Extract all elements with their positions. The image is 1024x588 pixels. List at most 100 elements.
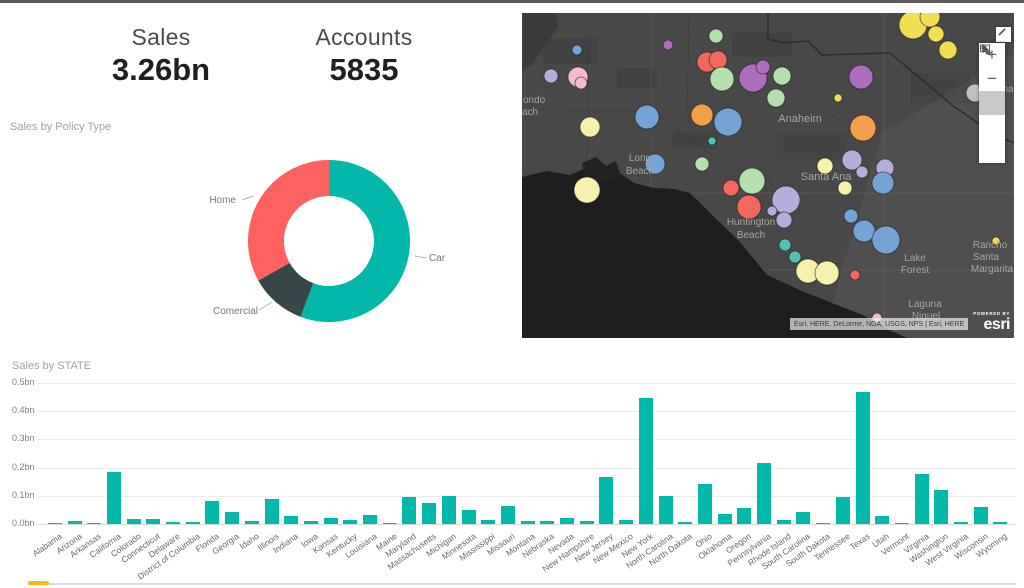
map-edit-button[interactable] bbox=[996, 27, 1011, 42]
map-bubble[interactable] bbox=[722, 179, 740, 197]
map-bubble[interactable] bbox=[927, 25, 945, 43]
bar[interactable] bbox=[264, 498, 279, 524]
bar[interactable] bbox=[796, 512, 811, 524]
map-bubble[interactable] bbox=[919, 13, 941, 28]
bar[interactable] bbox=[47, 522, 62, 524]
donut-slice-home[interactable] bbox=[248, 160, 329, 281]
bar[interactable] bbox=[776, 519, 791, 524]
map-bubble[interactable] bbox=[543, 68, 559, 84]
map-bubble[interactable] bbox=[843, 208, 859, 224]
bar[interactable] bbox=[914, 473, 929, 524]
map-bubble[interactable] bbox=[571, 44, 583, 56]
bar[interactable] bbox=[520, 521, 535, 524]
map-bubble[interactable] bbox=[579, 116, 601, 138]
bar[interactable] bbox=[323, 517, 338, 524]
map-bubble[interactable] bbox=[837, 180, 853, 196]
bar[interactable] bbox=[560, 518, 575, 524]
map-bubble[interactable] bbox=[991, 236, 1001, 246]
bar[interactable] bbox=[225, 511, 240, 524]
horizontal-scrollbar-track[interactable] bbox=[28, 583, 1016, 585]
bar[interactable] bbox=[540, 521, 555, 524]
bar[interactable] bbox=[638, 397, 653, 524]
bar[interactable] bbox=[875, 515, 890, 524]
bar[interactable] bbox=[363, 514, 378, 524]
bar[interactable] bbox=[599, 477, 614, 524]
bar[interactable] bbox=[619, 519, 634, 524]
bar[interactable] bbox=[934, 489, 949, 524]
bar[interactable] bbox=[343, 519, 358, 524]
bar[interactable] bbox=[146, 519, 161, 524]
bar[interactable] bbox=[855, 392, 870, 524]
box-select-tool-button[interactable] bbox=[979, 44, 1005, 139]
bar[interactable] bbox=[382, 522, 397, 524]
bar[interactable] bbox=[402, 497, 417, 524]
bar[interactable] bbox=[205, 500, 220, 524]
donut-slice-comercial[interactable] bbox=[258, 262, 314, 317]
map-bubble[interactable] bbox=[841, 149, 863, 171]
map-bubble[interactable] bbox=[634, 104, 660, 130]
bar[interactable] bbox=[126, 519, 141, 524]
map-bubble[interactable] bbox=[755, 59, 771, 75]
map-bubble[interactable] bbox=[855, 165, 869, 179]
bar[interactable] bbox=[835, 497, 850, 524]
bar[interactable] bbox=[993, 522, 1008, 524]
bar[interactable] bbox=[658, 496, 673, 524]
bar[interactable] bbox=[678, 521, 693, 524]
map-bubble[interactable] bbox=[709, 66, 735, 92]
map-bubble[interactable] bbox=[814, 260, 840, 286]
bar[interactable] bbox=[106, 471, 121, 524]
map-bubble[interactable] bbox=[816, 157, 834, 175]
map-bubble[interactable] bbox=[849, 114, 877, 142]
bar[interactable] bbox=[894, 522, 909, 524]
bar[interactable] bbox=[284, 516, 299, 524]
map-bubble[interactable] bbox=[708, 50, 728, 70]
map-bubble[interactable] bbox=[766, 88, 786, 108]
bar[interactable] bbox=[579, 520, 594, 524]
zoom-out-button[interactable]: − bbox=[979, 67, 1005, 91]
map-bubble[interactable] bbox=[738, 167, 766, 195]
donut-slice-car[interactable] bbox=[300, 160, 411, 322]
map-visual[interactable]: ondo ach Long Beach Anaheim Santa Ana Huntingt… bbox=[522, 13, 1014, 338]
bar[interactable] bbox=[757, 463, 772, 524]
pointer-tool-button[interactable] bbox=[979, 43, 1005, 115]
box-zoom-tool-button[interactable] bbox=[979, 44, 1005, 163]
map-bubble[interactable] bbox=[736, 194, 762, 220]
map-bubble[interactable] bbox=[707, 136, 717, 146]
map-bubble[interactable] bbox=[766, 205, 778, 217]
bar[interactable] bbox=[717, 514, 732, 524]
map-bubble[interactable] bbox=[574, 76, 588, 90]
bar[interactable] bbox=[481, 520, 496, 524]
map-bubble[interactable] bbox=[713, 107, 743, 137]
map-bubble[interactable] bbox=[849, 269, 861, 281]
bar[interactable] bbox=[422, 502, 437, 524]
map-bubble[interactable] bbox=[871, 225, 901, 255]
map-bubble[interactable] bbox=[772, 66, 792, 86]
bar[interactable] bbox=[737, 508, 752, 524]
map-bubble[interactable] bbox=[662, 39, 674, 51]
map-bubble[interactable] bbox=[573, 176, 601, 204]
map-bubble[interactable] bbox=[848, 64, 874, 90]
bar[interactable] bbox=[67, 520, 82, 524]
horizontal-scrollbar-thumb[interactable] bbox=[28, 581, 49, 585]
map-bubble[interactable] bbox=[871, 171, 895, 195]
map-bubble[interactable] bbox=[644, 153, 666, 175]
map-bubble[interactable] bbox=[938, 40, 958, 60]
bar[interactable] bbox=[185, 522, 200, 524]
bar[interactable] bbox=[973, 507, 988, 524]
map-bubble[interactable] bbox=[775, 211, 793, 229]
bar[interactable] bbox=[244, 521, 259, 524]
bar[interactable] bbox=[500, 506, 515, 524]
bar[interactable] bbox=[87, 522, 102, 524]
bar[interactable] bbox=[954, 521, 969, 524]
bar[interactable] bbox=[441, 495, 456, 524]
map-bubble[interactable] bbox=[778, 238, 792, 252]
bar[interactable] bbox=[303, 521, 318, 524]
map-bubble[interactable] bbox=[690, 103, 714, 127]
map-bubble[interactable] bbox=[694, 156, 710, 172]
map-bubble[interactable] bbox=[833, 93, 843, 103]
bar[interactable] bbox=[461, 510, 476, 524]
bar[interactable] bbox=[166, 522, 181, 524]
bar[interactable] bbox=[816, 522, 831, 524]
map-bubble[interactable] bbox=[708, 28, 724, 44]
